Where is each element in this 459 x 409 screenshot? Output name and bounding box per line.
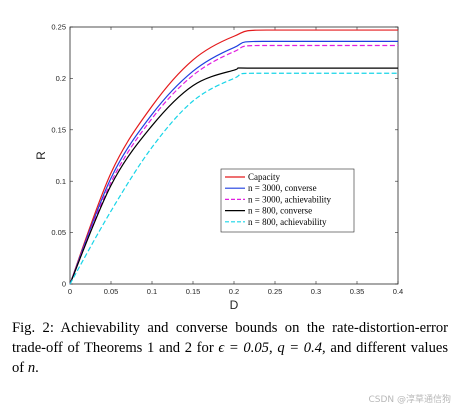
series-line-4 (69, 67, 398, 285)
x-tick-label: 0.05 (104, 287, 119, 296)
x-tick-label: 0.3 (311, 287, 321, 296)
legend-entry-3: n = 3000, achievability (248, 194, 332, 204)
series-line-1 (69, 29, 398, 285)
y-axis-label: R (34, 151, 48, 160)
legend-entry-2: n = 3000, converse (248, 183, 317, 193)
y-tick-label: 0.1 (56, 177, 66, 186)
caption-q: q = 0.4 (277, 340, 323, 356)
caption-text-b: , and different values of (12, 340, 449, 376)
y-tick-label: 0.05 (51, 228, 66, 237)
x-tick-label: 0.1 (147, 287, 157, 296)
y-tick-label: 0 (62, 280, 66, 289)
series-line-5 (69, 72, 398, 285)
x-tick-label: 0.4 (393, 287, 403, 296)
x-axis-label: D (230, 298, 239, 312)
x-tick-label: 0 (68, 287, 72, 296)
x-tick-label: 0.25 (268, 287, 283, 296)
x-tick-label: 0.35 (350, 287, 365, 296)
figure-caption: Fig. 2: Achievability and converse bound… (12, 318, 448, 378)
legend-entry-1: Capacity (248, 172, 280, 182)
series-line-3 (69, 44, 399, 285)
legend-entry-4: n = 800, converse (248, 206, 312, 216)
series-line-2 (69, 40, 398, 285)
x-tick-label: 0.15 (186, 287, 201, 296)
legend-entry-5: n = 800, achievability (248, 217, 327, 227)
watermark-text: CSDN @淳草通信狗 (368, 395, 451, 405)
y-tick-label: 0.2 (56, 74, 66, 83)
caption-text-a: Achievability and converse bounds on the… (12, 320, 448, 356)
caption-label: Fig. 2: (12, 320, 54, 336)
y-tick-label: 0.15 (51, 125, 66, 134)
caption-n: n (27, 360, 36, 376)
x-tick-label: 0.2 (229, 287, 239, 296)
caption-epsilon: ϵ = 0.05 (218, 340, 269, 356)
caption-end: . (35, 360, 39, 376)
caption-sep: , (268, 340, 278, 356)
y-tick-label: 0.25 (51, 23, 66, 32)
